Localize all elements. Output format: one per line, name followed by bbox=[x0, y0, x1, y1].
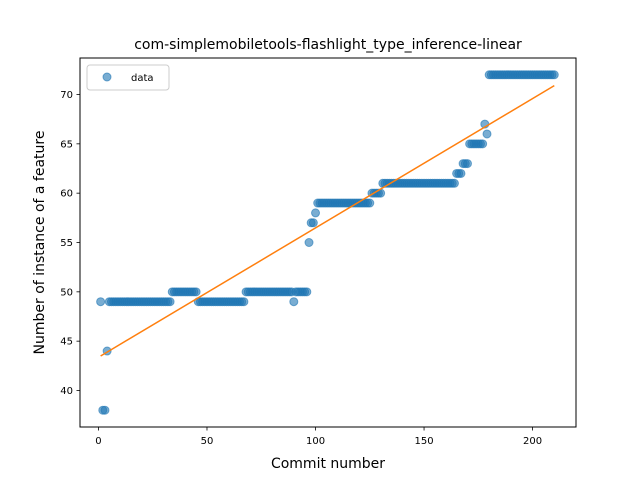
y-tick-label: 60 bbox=[60, 189, 73, 200]
data-point bbox=[96, 297, 106, 307]
data-point bbox=[289, 297, 299, 307]
legend-label: data bbox=[131, 73, 154, 84]
data-point bbox=[100, 405, 110, 415]
data-point bbox=[549, 70, 559, 80]
data-point bbox=[365, 198, 375, 208]
data-point bbox=[456, 168, 466, 178]
y-tick-label: 65 bbox=[60, 139, 73, 150]
y-tick-label: 40 bbox=[60, 386, 73, 397]
data-point bbox=[165, 297, 175, 307]
data-point bbox=[308, 218, 318, 228]
x-tick-label: 200 bbox=[523, 436, 542, 447]
data-point bbox=[304, 238, 314, 247]
data-point bbox=[311, 208, 321, 218]
data-point bbox=[478, 139, 488, 149]
legend-box bbox=[86, 64, 170, 91]
fit-line bbox=[100, 84, 555, 357]
data-point bbox=[302, 287, 312, 297]
x-tick-label: 0 bbox=[95, 436, 101, 447]
data-point bbox=[239, 297, 249, 307]
y-tick-label: 45 bbox=[60, 337, 73, 348]
legend-marker bbox=[102, 72, 112, 82]
x-tick-label: 50 bbox=[201, 436, 214, 447]
y-tick-label: 50 bbox=[60, 287, 73, 298]
data-point bbox=[449, 178, 459, 188]
chart-title: com-simplemobiletools-flashlight_type_in… bbox=[134, 37, 522, 53]
axis-ticks: 0 50 100 150 200 40 45 50 55 60 65 70 bbox=[60, 90, 542, 447]
y-axis-label: Number of instance of a feature bbox=[32, 131, 48, 355]
y-tick-label: 70 bbox=[60, 90, 73, 101]
x-tick-label: 100 bbox=[306, 436, 325, 447]
legend: data bbox=[86, 64, 170, 91]
data-point bbox=[482, 129, 492, 139]
axes-frame bbox=[79, 57, 577, 428]
plot-area bbox=[96, 70, 559, 415]
data-point bbox=[191, 287, 201, 297]
x-tick-label: 150 bbox=[415, 436, 434, 447]
x-axis-label: Commit number bbox=[271, 456, 385, 472]
data-point bbox=[462, 159, 472, 169]
y-tick-label: 55 bbox=[60, 238, 73, 249]
